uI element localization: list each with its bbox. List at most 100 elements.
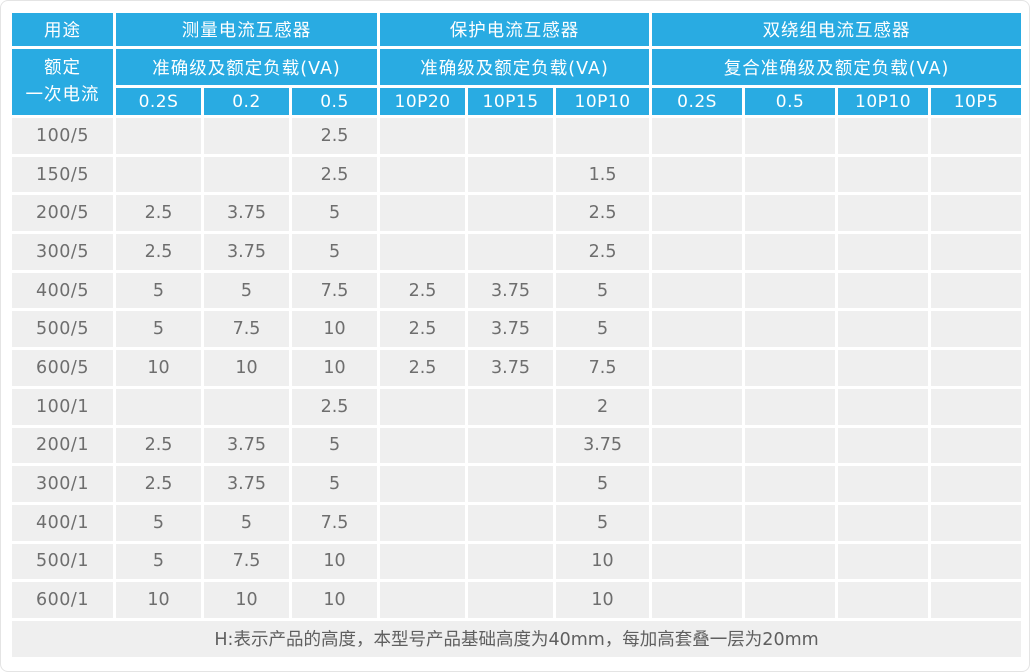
col-header-0-5-dual: 0.5 (742, 85, 839, 118)
value-cell (201, 153, 292, 196)
value-cell: 3.75 (465, 269, 557, 312)
group-header-protection: 保护电流互感器 (377, 10, 653, 49)
value-cell: 7.5 (201, 308, 292, 351)
group-header-dual-winding: 双绕组电流互感器 (649, 10, 1025, 49)
value-cell (928, 115, 1025, 157)
value-cell: 5 (201, 269, 292, 312)
rated-current-cell: 200/1 (9, 424, 116, 467)
value-cell (835, 347, 932, 389)
table-row: 300/5 2.5 3.75 5 2.5 (9, 231, 1025, 273)
table-row: 150/5 2.5 1.5 (9, 153, 1025, 196)
value-cell: 10 (113, 347, 204, 389)
value-cell (835, 231, 932, 273)
col-header-0-2s-measuring: 0.2S (113, 85, 204, 118)
value-cell: 5 (113, 501, 204, 544)
table-row: 400/5 5 5 7.5 2.5 3.75 5 (9, 269, 1025, 312)
value-cell (835, 540, 932, 583)
value-cell: 2.5 (377, 308, 469, 351)
value-cell (465, 579, 557, 621)
col-header-0-2: 0.2 (201, 85, 292, 118)
value-cell (465, 231, 557, 273)
value-cell (742, 385, 839, 428)
subgroup-header-composite-load: 复合准确级及额定负载(VA) (649, 46, 1025, 88)
table-row: 500/1 5 7.5 10 10 (9, 540, 1025, 583)
value-cell: 7.5 (553, 347, 653, 389)
value-cell (113, 153, 204, 196)
value-cell: 5 (288, 463, 381, 505)
value-cell (835, 269, 932, 312)
value-cell (465, 385, 557, 428)
value-cell (928, 269, 1025, 312)
value-cell: 10 (201, 347, 292, 389)
rated-current-cell: 100/5 (9, 115, 116, 157)
rated-current-cell: 300/5 (9, 231, 116, 273)
value-cell (742, 540, 839, 583)
table-row: 200/1 2.5 3.75 5 3.75 (9, 424, 1025, 467)
value-cell (742, 153, 839, 196)
value-cell (742, 463, 839, 505)
col-header-10p20: 10P20 (377, 85, 469, 118)
col-header-0-5-measuring: 0.5 (288, 85, 381, 118)
value-cell (649, 115, 746, 157)
col-header-10p10-dual: 10P10 (835, 85, 932, 118)
value-cell (742, 424, 839, 467)
value-cell (465, 115, 557, 157)
value-cell (835, 424, 932, 467)
subgroup-header-protection-load: 准确级及额定负载(VA) (377, 46, 653, 88)
value-cell (377, 115, 469, 157)
value-cell (649, 385, 746, 428)
value-cell: 10 (288, 308, 381, 351)
value-cell (465, 501, 557, 544)
rated-current-cell: 400/1 (9, 501, 116, 544)
value-cell: 2.5 (113, 424, 204, 467)
value-cell: 2 (553, 385, 653, 428)
rated-current-cell: 500/5 (9, 308, 116, 351)
value-cell (553, 115, 653, 157)
value-cell: 7.5 (201, 540, 292, 583)
value-cell (377, 540, 469, 583)
value-cell (928, 385, 1025, 428)
value-cell (928, 424, 1025, 467)
value-cell (113, 385, 204, 428)
value-cell: 7.5 (288, 269, 381, 312)
rated-current-cell: 400/5 (9, 269, 116, 312)
rated-current-cell: 600/5 (9, 347, 116, 389)
value-cell (377, 231, 469, 273)
value-cell (377, 192, 469, 235)
table-row: 100/1 2.5 2 (9, 385, 1025, 428)
value-cell (835, 579, 932, 621)
value-cell (113, 115, 204, 157)
value-cell: 5 (288, 424, 381, 467)
value-cell (649, 308, 746, 351)
value-cell: 2.5 (113, 192, 204, 235)
value-cell (835, 192, 932, 235)
value-cell: 3.75 (201, 231, 292, 273)
value-cell (465, 463, 557, 505)
value-cell: 10 (288, 579, 381, 621)
value-cell: 5 (113, 269, 204, 312)
value-cell (465, 540, 557, 583)
value-cell: 5 (113, 540, 204, 583)
header-row-groups: 用途 测量电流互感器 保护电流互感器 双绕组电流互感器 (9, 10, 1025, 49)
value-cell (649, 153, 746, 196)
value-cell (928, 347, 1025, 389)
footnote-text: H:表示产品的高度，本型号产品基础高度为40mm，每加高套叠一层为20mm (8, 617, 1025, 660)
col-header-10p5: 10P5 (928, 85, 1025, 118)
value-cell: 2.5 (553, 231, 653, 273)
value-cell: 10 (288, 540, 381, 583)
value-cell: 5 (201, 501, 292, 544)
header-row-accuracy-classes: 0.2S 0.2 0.5 10P20 10P15 10P10 0.2S 0.5 … (11, 85, 1025, 118)
value-cell: 10 (553, 579, 653, 621)
value-cell (928, 540, 1025, 583)
value-cell (835, 463, 932, 505)
col-header-10p10-protection: 10P10 (553, 85, 653, 118)
value-cell (465, 192, 557, 235)
value-cell (649, 269, 746, 312)
table-row: 300/1 2.5 3.75 5 5 (9, 463, 1025, 505)
table-row: 600/1 10 10 10 10 (9, 579, 1025, 621)
value-cell: 2.5 (288, 153, 381, 196)
col-header-0-2s-dual: 0.2S (649, 85, 746, 118)
value-cell (928, 231, 1025, 273)
value-cell: 10 (288, 347, 381, 389)
